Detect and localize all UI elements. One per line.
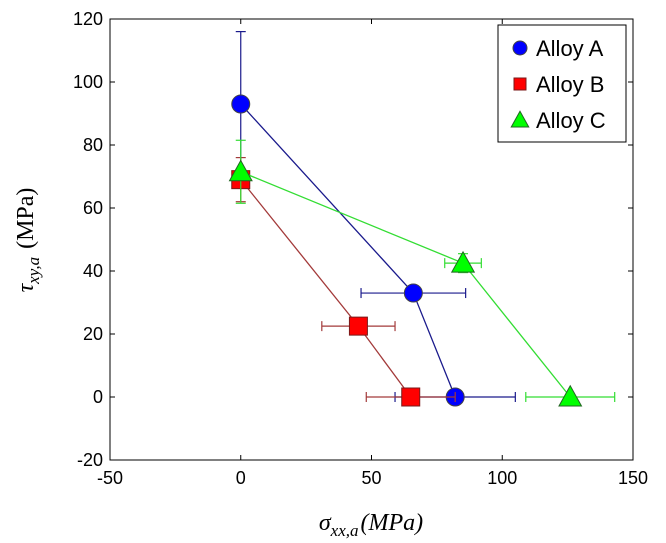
y-tick-label: 0 [93,387,103,407]
data-point-triangle [450,250,476,273]
x-tick-label: 50 [361,468,381,488]
legend-item: Alloy A [512,36,604,61]
y-axis-symbol: τ [13,282,39,292]
x-tick-label: 150 [618,468,648,488]
x-axis-label: σxx,a(MPa) [319,510,423,540]
legend: Alloy A Alloy B Alloy C [497,24,627,143]
x-tick-label: 0 [236,468,246,488]
y-axis-subscript: xy,a [24,257,43,285]
legend-marker-circle [512,40,528,56]
y-axis-unit: (MPa) [13,188,39,249]
series-layer [228,31,616,407]
data-point-triangle [558,384,583,407]
y-tick-label: 60 [83,198,103,218]
x-axis-subscript: xx,a [330,521,359,540]
x-axis-symbol: σ [319,510,332,536]
y-tick-label: 100 [73,72,103,92]
x-tick-label: -50 [97,468,123,488]
legend-item: Alloy B [513,72,604,97]
data-point-circle [231,94,251,114]
legend-marker-triangle [510,110,530,128]
data-point-circle [403,283,423,303]
y-tick-label: 40 [83,261,103,281]
y-tick-label: -20 [77,450,103,470]
axis-ticks: -50 0 50 100 150 -20 0 20 40 60 80 100 120 [73,9,648,488]
legend-label: Alloy C [536,108,606,133]
legend-label: Alloy A [536,36,604,61]
series-alloy-c [228,139,616,407]
data-point-triangle [228,159,253,182]
y-tick-label: 20 [83,324,103,344]
y-tick-label: 120 [73,9,103,29]
series-alloy-b [231,157,456,407]
legend-marker-square [513,77,527,91]
data-point-square [348,316,368,336]
x-tick-label: 100 [487,468,517,488]
legend-item: Alloy C [510,108,606,133]
x-axis-unit: (MPa) [361,510,424,536]
legend-label: Alloy B [536,72,604,97]
y-tick-label: 80 [83,135,103,155]
data-point-square [401,387,421,407]
y-axis-label: τxy,a (MPa) [13,188,43,293]
